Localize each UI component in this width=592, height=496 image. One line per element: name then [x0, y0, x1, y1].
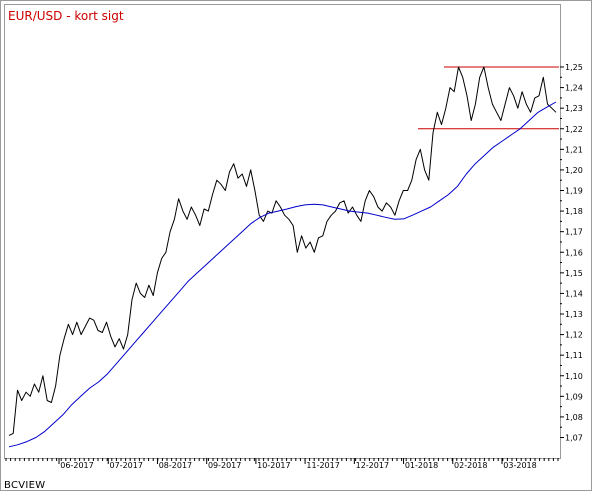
x-tick-label: 08-2017 — [159, 461, 192, 470]
y-tick-label: 1,19 — [565, 187, 583, 196]
x-tick-label: 03-2018 — [503, 461, 536, 470]
x-tick-label: 10-2017 — [257, 461, 290, 470]
y-tick-label: 1,24 — [565, 84, 583, 93]
moving-average-line — [8, 101, 557, 448]
y-tick-label: 1,13 — [565, 310, 583, 319]
y-tick-label: 1,07 — [565, 434, 583, 443]
x-axis: 06-2017 07-2017 08-2017 09-2017 10-2017 11-20… — [5, 458, 559, 470]
y-tick-label: 1,16 — [565, 248, 583, 257]
y-tick-label: 1,23 — [565, 104, 583, 113]
y-tick-label: 1,12 — [565, 331, 583, 340]
y-tick-label: 1,15 — [565, 269, 583, 278]
y-tick-label: 1,14 — [565, 289, 583, 298]
series — [8, 66, 557, 448]
x-tick-label: 12-2017 — [356, 461, 389, 470]
y-tick-label: 1,08 — [565, 413, 583, 422]
y-tick-label: 1,20 — [565, 166, 583, 175]
x-tick-label: 11-2017 — [306, 461, 339, 470]
y-tick-label: 1,09 — [565, 392, 583, 401]
horizontal-levels — [418, 66, 559, 130]
price-line — [8, 66, 557, 436]
y-tick-label: 1,22 — [565, 125, 583, 134]
x-tick-label: 02-2018 — [454, 461, 487, 470]
chart-title: EUR/USD - kort sigt — [8, 9, 124, 23]
source-label: BCVIEW — [4, 480, 45, 491]
y-tick-label: 1,21 — [565, 145, 583, 154]
y-axis: 1,07 1,08 1,09 1,10 1,11 1,12 1,13 1,14 1,15 1,16… — [560, 63, 583, 443]
y-tick-label: 1,11 — [565, 351, 583, 360]
x-tick-label: 01-2018 — [405, 461, 438, 470]
y-tick-label: 1,10 — [565, 372, 583, 381]
y-tick-label: 1,17 — [565, 228, 583, 237]
x-tick-label: 07-2017 — [110, 461, 143, 470]
x-tick-label: 06-2017 — [60, 461, 93, 470]
y-tick-label: 1,25 — [565, 63, 583, 72]
y-tick-label: 1,18 — [565, 207, 583, 216]
x-tick-label: 09-2017 — [208, 461, 241, 470]
